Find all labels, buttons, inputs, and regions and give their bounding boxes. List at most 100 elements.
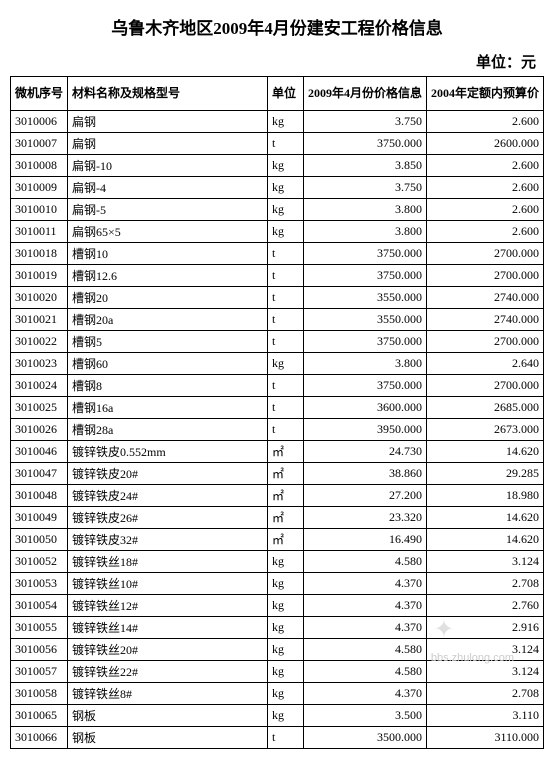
cell: kg [267, 155, 303, 177]
table-row: 3010006扁钢kg3.7502.600 [11, 111, 544, 133]
cell: 镀锌铁丝12# [68, 595, 268, 617]
cell: 槽钢10 [68, 243, 268, 265]
table-row: 3010009扁钢-4kg3.7502.600 [11, 177, 544, 199]
cell: 槽钢16a [68, 397, 268, 419]
cell: 3010054 [11, 595, 68, 617]
cell: 4.580 [303, 551, 426, 573]
cell: 3550.000 [303, 287, 426, 309]
cell: 扁钢 [68, 111, 268, 133]
cell: 3750.000 [303, 133, 426, 155]
table-row: 3010047镀锌铁皮20#㎡38.86029.285 [11, 463, 544, 485]
cell: 3.800 [303, 199, 426, 221]
cell: t [267, 419, 303, 441]
cell: 2700.000 [426, 331, 543, 353]
cell: 3600.000 [303, 397, 426, 419]
cell: 扁钢-5 [68, 199, 268, 221]
cell: t [267, 375, 303, 397]
cell: kg [267, 551, 303, 573]
table-row: 3010018槽钢10t3750.0002700.000 [11, 243, 544, 265]
cell: ㎡ [267, 441, 303, 463]
col-header-price1: 2009年4月份价格信息 [303, 77, 426, 111]
cell: 槽钢28a [68, 419, 268, 441]
cell: 2.600 [426, 199, 543, 221]
table-row: 3010011扁钢65×5kg3.8002.600 [11, 221, 544, 243]
cell: 3.800 [303, 221, 426, 243]
table-row: 3010024槽钢8t3750.0002700.000 [11, 375, 544, 397]
cell: 3010053 [11, 573, 68, 595]
cell: 3750.000 [303, 331, 426, 353]
table-row: 3010066钢板t3500.0003110.000 [11, 727, 544, 749]
cell: 2.916 [426, 617, 543, 639]
cell: 3010023 [11, 353, 68, 375]
table-row: 3010052镀锌铁丝18#kg4.5803.124 [11, 551, 544, 573]
cell: kg [267, 199, 303, 221]
cell: t [267, 397, 303, 419]
cell: 镀锌铁皮0.552mm [68, 441, 268, 463]
table-row: 3010046镀锌铁皮0.552mm㎡24.73014.620 [11, 441, 544, 463]
cell: 4.580 [303, 661, 426, 683]
cell: 2.708 [426, 573, 543, 595]
cell: 2673.000 [426, 419, 543, 441]
cell: 4.370 [303, 617, 426, 639]
cell: t [267, 331, 303, 353]
cell: 14.620 [426, 507, 543, 529]
cell: 3010008 [11, 155, 68, 177]
header-row: 微机序号 材料名称及规格型号 单位 2009年4月份价格信息 2004年定额内预… [11, 77, 544, 111]
cell: 3010022 [11, 331, 68, 353]
cell: 3010046 [11, 441, 68, 463]
cell: 16.490 [303, 529, 426, 551]
cell: ㎡ [267, 485, 303, 507]
cell: 3010009 [11, 177, 68, 199]
cell: 钢板 [68, 705, 268, 727]
cell: 38.860 [303, 463, 426, 485]
unit-label: 单位：元 [10, 51, 544, 72]
cell: 2.760 [426, 595, 543, 617]
cell: 3010047 [11, 463, 68, 485]
cell: kg [267, 661, 303, 683]
cell: 3.500 [303, 705, 426, 727]
cell: 镀锌铁皮20# [68, 463, 268, 485]
cell: 3750.000 [303, 265, 426, 287]
cell: 槽钢8 [68, 375, 268, 397]
cell: 3010050 [11, 529, 68, 551]
cell: 2.600 [426, 155, 543, 177]
cell: 2.640 [426, 353, 543, 375]
table-row: 3010007扁钢t3750.0002600.000 [11, 133, 544, 155]
cell: 扁钢-4 [68, 177, 268, 199]
cell: 钢板 [68, 727, 268, 749]
cell: 27.200 [303, 485, 426, 507]
cell: 3010018 [11, 243, 68, 265]
cell: 3.750 [303, 177, 426, 199]
cell: 23.320 [303, 507, 426, 529]
cell: 镀锌铁丝14# [68, 617, 268, 639]
cell: 镀锌铁皮26# [68, 507, 268, 529]
cell: 3750.000 [303, 243, 426, 265]
cell: 3010020 [11, 287, 68, 309]
table-row: 3010053镀锌铁丝10#kg4.3702.708 [11, 573, 544, 595]
cell: 3010057 [11, 661, 68, 683]
cell: 3.800 [303, 353, 426, 375]
table-row: 3010023槽钢60kg3.8002.640 [11, 353, 544, 375]
cell: 29.285 [426, 463, 543, 485]
cell: 3110.000 [426, 727, 543, 749]
cell: kg [267, 111, 303, 133]
table-row: 3010050镀锌铁皮32#㎡16.49014.620 [11, 529, 544, 551]
table-row: 3010020槽钢20t3550.0002740.000 [11, 287, 544, 309]
cell: 2740.000 [426, 287, 543, 309]
cell: t [267, 309, 303, 331]
cell: kg [267, 617, 303, 639]
cell: 4.580 [303, 639, 426, 661]
cell: 3010025 [11, 397, 68, 419]
cell: 18.980 [426, 485, 543, 507]
page-title: 乌鲁木齐地区2009年4月份建安工程价格信息 [10, 14, 544, 39]
cell: 2600.000 [426, 133, 543, 155]
cell: ㎡ [267, 463, 303, 485]
cell: t [267, 265, 303, 287]
cell: 槽钢20a [68, 309, 268, 331]
cell: 4.370 [303, 573, 426, 595]
cell: 24.730 [303, 441, 426, 463]
cell: ㎡ [267, 529, 303, 551]
cell: t [267, 287, 303, 309]
cell: 3010056 [11, 639, 68, 661]
cell: 2.600 [426, 111, 543, 133]
